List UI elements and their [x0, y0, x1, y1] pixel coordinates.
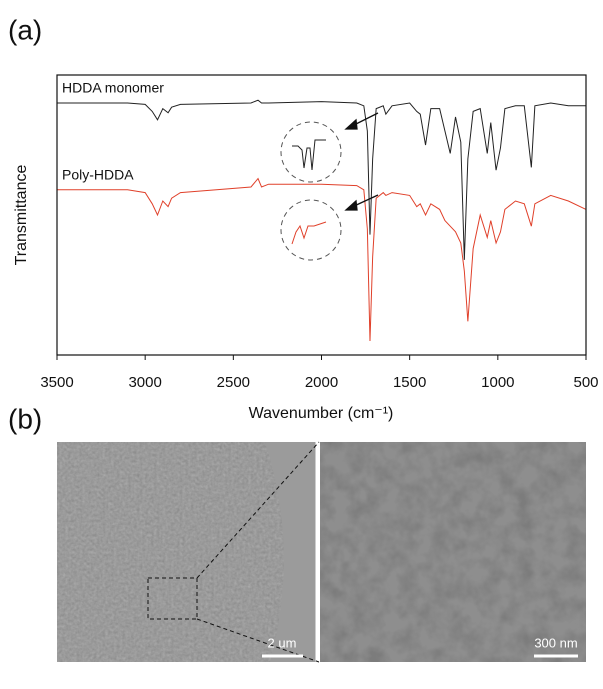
sem-texture — [320, 442, 586, 662]
x-tick-label: 3500 — [40, 374, 73, 391]
inset-spectrum — [291, 221, 327, 245]
plot-area — [57, 99, 587, 342]
scale-bar-label: 2 um — [268, 635, 297, 650]
series-label: HDDA monomer — [62, 80, 164, 96]
series-line — [57, 177, 587, 342]
inset-circles — [280, 121, 342, 261]
x-tick-label: 2000 — [305, 374, 338, 391]
x-tick-label: 2500 — [217, 374, 250, 391]
series-line — [57, 99, 586, 260]
x-tick-label: 1500 — [393, 374, 426, 391]
x-axis-label: Wavenumber (cm⁻¹) — [249, 405, 394, 422]
panel-label: (b) — [8, 403, 42, 434]
sem-texture — [57, 442, 317, 662]
arrows — [344, 112, 379, 211]
sem-edge — [265, 442, 317, 662]
panel-label: (a) — [8, 14, 42, 45]
y-axis-label: Transmittance — [13, 165, 30, 266]
plot-frame — [56, 74, 587, 356]
x-tick-label: 1000 — [481, 374, 514, 391]
x-tick-label: 500 — [573, 374, 598, 391]
x-tick-label: 3000 — [128, 374, 161, 391]
inset-spectrum — [292, 139, 326, 171]
series-label: Poly-HDDA — [62, 167, 134, 183]
scale-bar-label: 300 nm — [534, 635, 577, 650]
